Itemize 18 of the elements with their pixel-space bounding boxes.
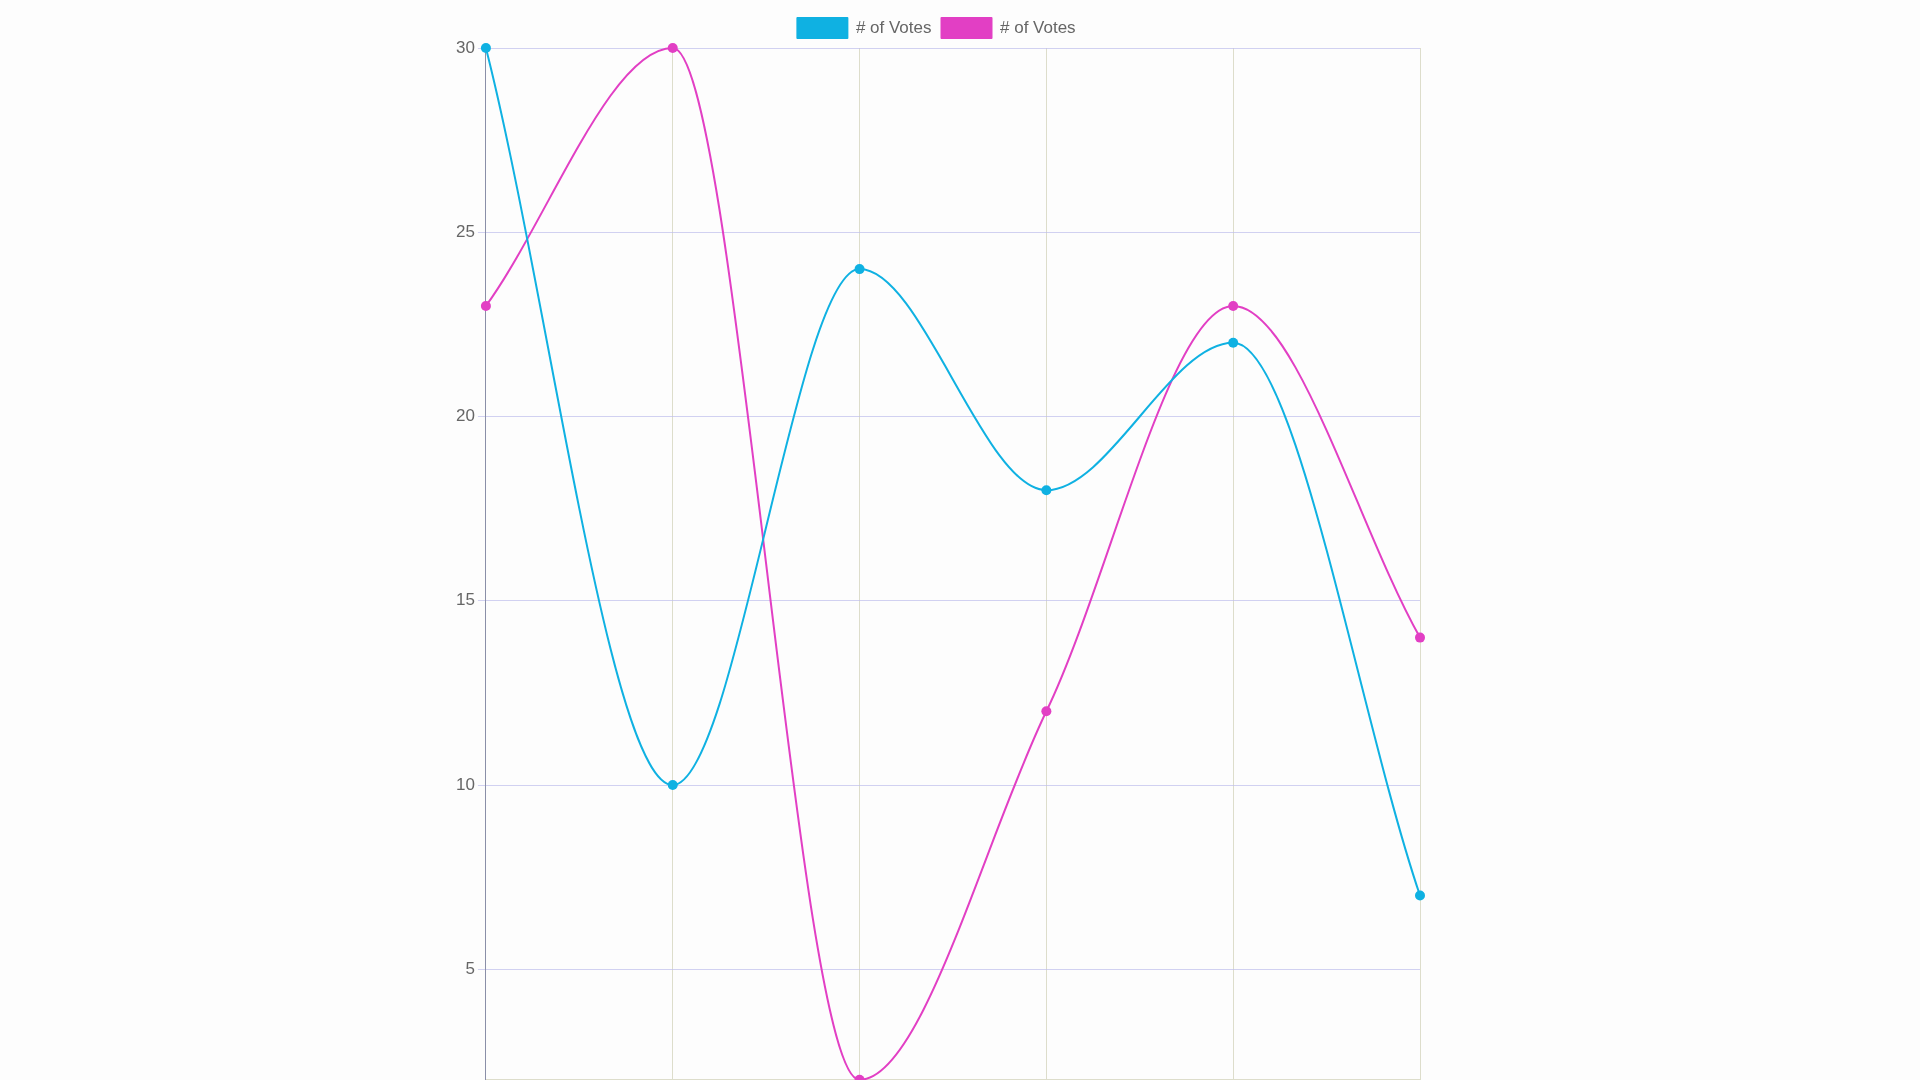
y-tick-label: 25 xyxy=(455,221,475,241)
point xyxy=(1228,337,1239,348)
y-tick-label: 15 xyxy=(455,590,475,610)
y-tick-label: 20 xyxy=(455,406,475,426)
point xyxy=(1041,485,1052,496)
legend-label: # of Votes xyxy=(855,17,932,37)
point xyxy=(854,264,865,275)
point xyxy=(667,780,678,790)
point xyxy=(1041,706,1052,717)
point xyxy=(1228,300,1239,311)
y-tick-label: 30 xyxy=(455,37,475,57)
y-tick-label: 5 xyxy=(465,958,475,978)
point xyxy=(1415,890,1425,901)
legend-label: # of Votes xyxy=(1000,17,1076,37)
y-tick-label: 10 xyxy=(455,774,475,794)
point xyxy=(667,43,678,53)
point xyxy=(1415,632,1425,643)
point xyxy=(480,300,491,311)
